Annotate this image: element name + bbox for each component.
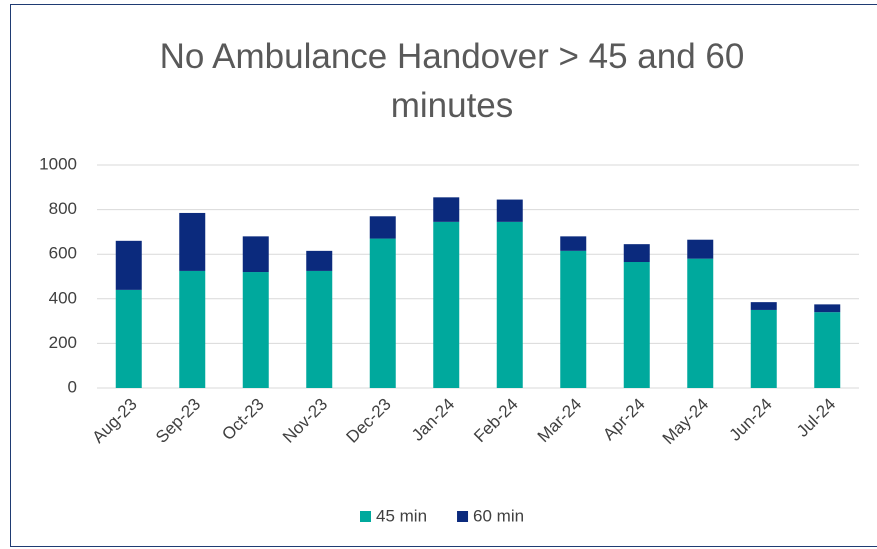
x-tick-label: Sep-23: [152, 395, 204, 447]
legend-swatch: [360, 511, 371, 522]
bar-segment: [115, 240, 142, 290]
bar-segment: [433, 197, 460, 222]
bar-segment: [750, 302, 777, 310]
bar-segment: [306, 250, 333, 271]
y-tick-label: 0: [68, 377, 77, 396]
bar-segment: [496, 199, 523, 222]
bar-segment: [560, 236, 587, 251]
x-tick-label: Aug-23: [89, 395, 141, 447]
bar-segment: [750, 309, 777, 388]
x-tick-label: Feb-24: [470, 395, 522, 447]
chart-title: No Ambulance Handover > 45 and 60 minute…: [159, 37, 745, 125]
bar-segment: [687, 258, 714, 388]
x-tick-label: Apr-24: [599, 395, 649, 445]
x-tick-label: Jun-24: [726, 395, 776, 445]
bar-segment: [369, 238, 396, 388]
x-tick-label: Oct-23: [218, 395, 268, 445]
y-tick-label: 1000: [39, 154, 77, 173]
x-tick-label: Jan-24: [408, 395, 458, 445]
y-tick-label: 200: [49, 333, 77, 352]
legend-label: 60 min: [473, 506, 524, 525]
x-tick-label: Jul-24: [793, 395, 839, 441]
bar-segment: [179, 270, 206, 388]
bar-segment: [369, 216, 396, 239]
bar-segment: [623, 244, 650, 263]
bar-segment: [242, 236, 269, 273]
bar-segment: [814, 304, 841, 313]
bar-segment: [496, 221, 523, 388]
bar-segment: [179, 212, 206, 271]
bar-segment: [687, 239, 714, 259]
x-tick-label: Nov-23: [279, 395, 331, 447]
bar-segment: [242, 272, 269, 388]
y-tick-label: 400: [49, 288, 77, 307]
bar-segment: [560, 250, 587, 388]
bar-segment: [306, 270, 333, 388]
x-tick-label: May-24: [659, 395, 713, 449]
x-tick-label: Dec-23: [343, 395, 395, 447]
bar-segment: [623, 262, 650, 388]
bar-segment: [115, 289, 142, 388]
chart-frame: [10, 4, 877, 547]
bar-segment: [814, 312, 841, 388]
bar-segment: [433, 221, 460, 388]
y-tick-label: 800: [49, 199, 77, 218]
x-tick-label: Mar-24: [534, 395, 586, 447]
y-tick-label: 600: [49, 244, 77, 263]
legend-swatch: [457, 511, 469, 522]
legend-label: 45 min: [376, 506, 427, 525]
